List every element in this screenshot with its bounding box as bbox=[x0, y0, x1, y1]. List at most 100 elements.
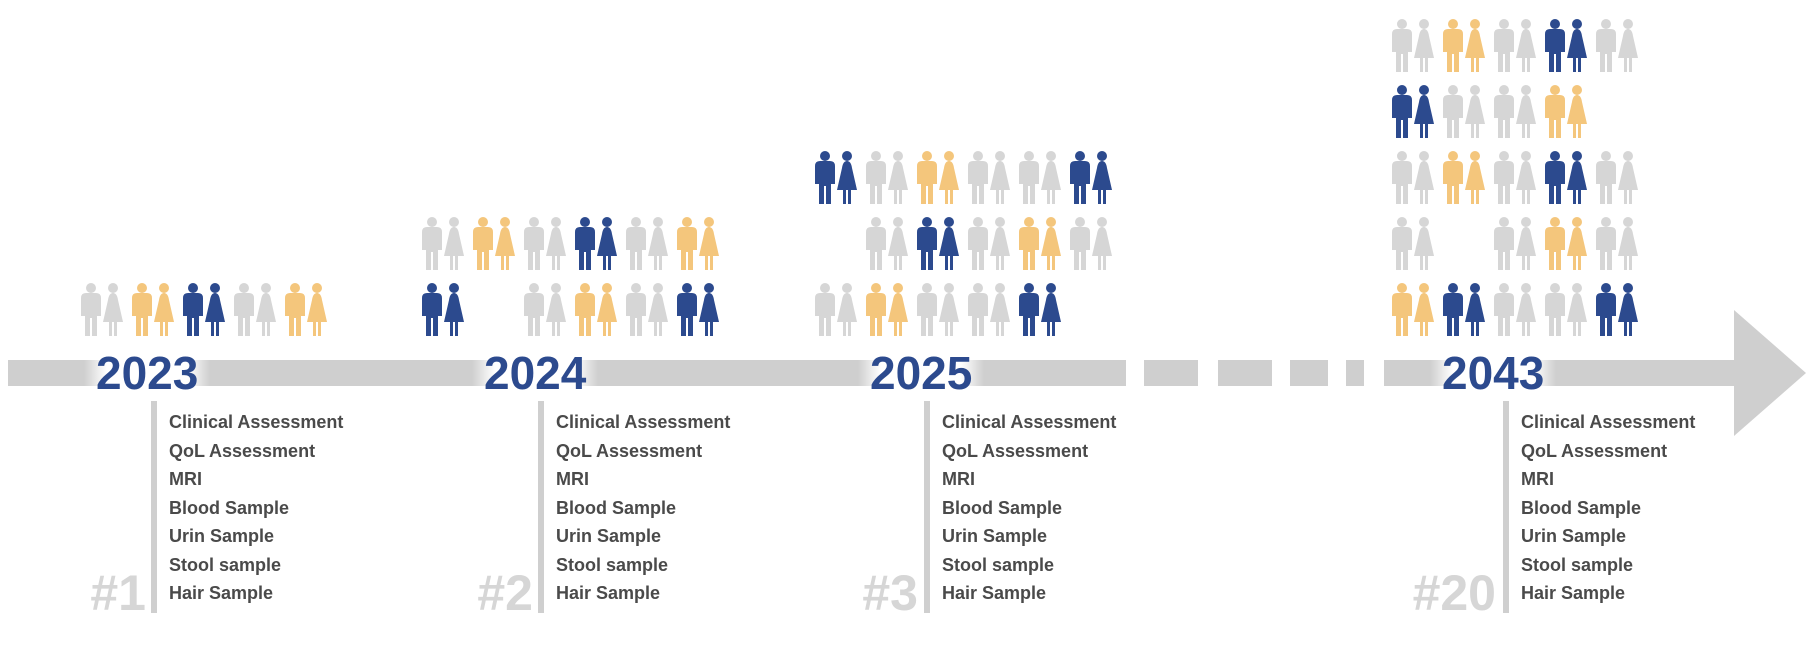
list-item: Urin Sample bbox=[942, 526, 1048, 546]
visit-number: #3 bbox=[862, 565, 918, 621]
people-pair-icon bbox=[1443, 283, 1485, 336]
list-item: Urin Sample bbox=[1521, 526, 1627, 546]
people-pair-icon bbox=[1545, 283, 1587, 336]
people-pair-icon bbox=[677, 283, 719, 336]
people-pair-icon bbox=[1392, 19, 1434, 72]
people-pair-icon bbox=[1019, 283, 1061, 336]
axis-dash bbox=[1290, 360, 1328, 386]
people-pair-icon bbox=[1596, 283, 1638, 336]
list-item: Clinical Assessment bbox=[1521, 412, 1696, 432]
list-item: Hair Sample bbox=[556, 583, 661, 603]
year-label: 2043 bbox=[1430, 345, 1557, 401]
people-pair-icon bbox=[1545, 151, 1587, 204]
milestone-line bbox=[151, 373, 157, 613]
people-pair-icon bbox=[1545, 19, 1587, 72]
people-pair-icon bbox=[866, 283, 908, 336]
list-item: Hair Sample bbox=[1521, 583, 1626, 603]
people-pair-icon bbox=[132, 283, 174, 336]
visit-number: #1 bbox=[90, 565, 146, 621]
people-pair-icon bbox=[626, 217, 668, 270]
year-label: 2024 bbox=[472, 345, 599, 401]
list-item: Clinical Assessment bbox=[556, 412, 731, 432]
people-pair-icon bbox=[524, 217, 566, 270]
list-item: MRI bbox=[556, 469, 589, 489]
list-item: Urin Sample bbox=[556, 526, 662, 546]
milestone-line bbox=[924, 373, 930, 613]
people-pair-icon bbox=[285, 283, 327, 336]
people-pair-icon bbox=[968, 217, 1010, 270]
people-pair-icon bbox=[1545, 217, 1587, 270]
list-item: Blood Sample bbox=[169, 497, 290, 518]
people-pair-icon bbox=[1019, 151, 1061, 204]
people-pair-icon bbox=[1070, 151, 1112, 204]
people-pair-icon bbox=[1596, 217, 1638, 270]
list-item: Blood Sample bbox=[1521, 497, 1642, 518]
people-pair-icon bbox=[524, 283, 566, 336]
list-item: Clinical Assessment bbox=[942, 412, 1117, 432]
people-pair-icon bbox=[1443, 85, 1485, 138]
people-pair-icon bbox=[1545, 85, 1587, 138]
people-pair-icon bbox=[473, 217, 515, 270]
arrow-head-icon bbox=[1734, 310, 1806, 436]
people-pair-icon bbox=[1494, 151, 1536, 204]
people-pair-icon bbox=[917, 151, 959, 204]
people-pair-icon bbox=[866, 217, 908, 270]
people-pair-icon bbox=[1494, 19, 1536, 72]
list-item: Hair Sample bbox=[169, 583, 274, 603]
people-pair-icon bbox=[1392, 85, 1434, 138]
people-pair-icon bbox=[81, 283, 123, 336]
list-item: MRI bbox=[169, 469, 202, 489]
people-pair-icon bbox=[1443, 19, 1485, 72]
people-pair-icon bbox=[1494, 283, 1536, 336]
people-pair-icon bbox=[968, 151, 1010, 204]
people-pair-icon bbox=[1019, 217, 1061, 270]
people-pair-icon bbox=[1494, 217, 1536, 270]
list-item: Blood Sample bbox=[942, 497, 1063, 518]
people-pair-icon bbox=[183, 283, 225, 336]
year-label: 2023 bbox=[84, 345, 211, 401]
list-item: QoL Assessment bbox=[1521, 440, 1668, 461]
visit-number: #2 bbox=[477, 565, 533, 621]
milestone-line bbox=[1503, 373, 1509, 613]
list-item: Hair Sample bbox=[942, 583, 1047, 603]
list-item: Stool sample bbox=[1521, 554, 1634, 575]
people-pair-icon bbox=[1494, 85, 1536, 138]
year-label: 2025 bbox=[858, 345, 985, 401]
people-pair-icon bbox=[422, 283, 464, 336]
people-pair-icon bbox=[815, 283, 857, 336]
people-pair-icon bbox=[815, 151, 857, 204]
people-pair-icon bbox=[575, 217, 617, 270]
assessment-list: Clinical Assessment QoL Assessment MRI B… bbox=[942, 408, 1116, 608]
list-item: Stool sample bbox=[556, 554, 669, 575]
people-pair-icon bbox=[1070, 217, 1112, 270]
visit-number: #20 bbox=[1412, 565, 1496, 621]
axis-dash bbox=[1144, 360, 1198, 386]
assessment-list: Clinical Assessment QoL Assessment MRI B… bbox=[556, 408, 730, 608]
people-pair-icon bbox=[575, 283, 617, 336]
people-pair-icon bbox=[968, 283, 1010, 336]
list-item: Stool sample bbox=[169, 554, 282, 575]
assessment-list: Clinical Assessment QoL Assessment MRI B… bbox=[169, 408, 343, 608]
people-pair-icon bbox=[234, 283, 276, 336]
people-pair-icon bbox=[917, 217, 959, 270]
people-pair-icon bbox=[1392, 217, 1434, 270]
people-pair-icon bbox=[917, 283, 959, 336]
milestone-line bbox=[538, 373, 544, 613]
list-item: Stool sample bbox=[942, 554, 1055, 575]
participant-groups bbox=[81, 19, 1638, 336]
people-pair-icon bbox=[1596, 19, 1638, 72]
list-item: MRI bbox=[942, 469, 975, 489]
list-item: QoL Assessment bbox=[556, 440, 703, 461]
list-item: Urin Sample bbox=[169, 526, 275, 546]
list-item: QoL Assessment bbox=[942, 440, 1089, 461]
list-item: MRI bbox=[1521, 469, 1554, 489]
axis-dash bbox=[1346, 360, 1364, 386]
people-pair-icon bbox=[1392, 151, 1434, 204]
list-item: Clinical Assessment bbox=[169, 412, 344, 432]
people-pair-icon bbox=[626, 283, 668, 336]
list-item: Blood Sample bbox=[556, 497, 677, 518]
assessment-list: Clinical Assessment QoL Assessment MRI B… bbox=[1521, 408, 1695, 608]
people-pair-icon bbox=[1596, 151, 1638, 204]
people-pair-icon bbox=[1443, 151, 1485, 204]
